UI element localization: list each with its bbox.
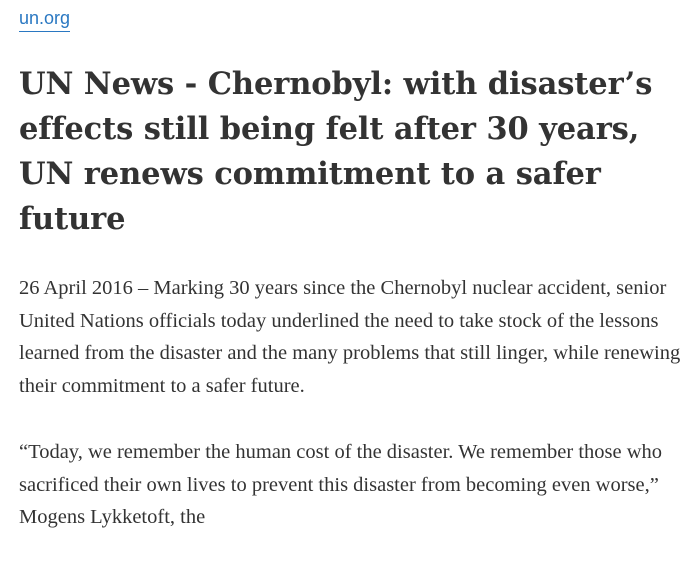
source-link[interactable]: un.org [19,7,71,32]
article-paragraph: “Today, we remember the human cost of th… [19,441,663,528]
article-title: UN News - Chernobyl: with disaster’s eff… [19,66,653,237]
reader-view: un.org UN News - Chernobyl: with disaste… [19,0,689,568]
article-paragraph: 26 April 2016 – Marking 30 years since t… [19,277,681,397]
article-body: 26 April 2016 – Marking 30 years since t… [19,272,689,534]
